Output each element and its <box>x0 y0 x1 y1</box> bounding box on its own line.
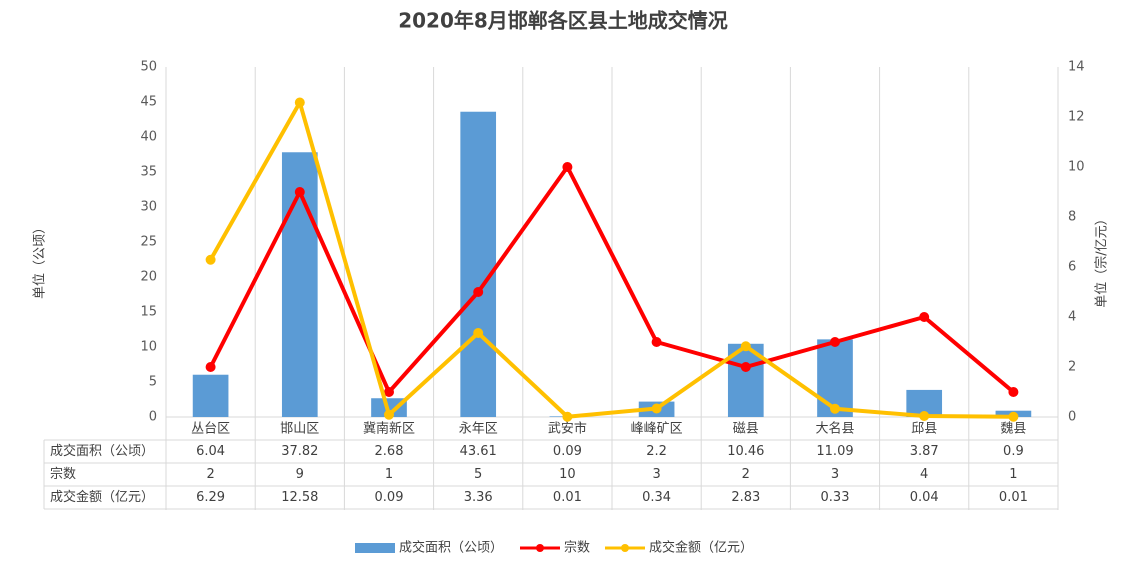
table-cell: 3 <box>831 467 839 482</box>
table-cell: 0.09 <box>375 490 404 505</box>
y-tick-label: 10 <box>140 340 157 355</box>
table-cell: 4 <box>920 467 928 482</box>
table-cell: 2.83 <box>731 490 760 505</box>
bar <box>192 374 229 417</box>
marker <box>1008 411 1019 422</box>
table-cell: 0.01 <box>553 490 582 505</box>
marker <box>651 337 662 347</box>
table-cell: 0.34 <box>642 490 671 505</box>
table-cell: 0.04 <box>910 490 939 505</box>
y-tick-label: 0 <box>149 410 157 425</box>
x-tick-label: 冀南新区 <box>363 421 415 437</box>
table-cell: 3.36 <box>464 490 493 505</box>
marker <box>205 254 216 265</box>
marker <box>919 411 930 421</box>
x-tick-label: 峰峰矿区 <box>631 422 683 437</box>
table-cell: 1 <box>1009 467 1017 482</box>
legend-swatch <box>536 544 544 552</box>
marker <box>919 312 930 322</box>
marker <box>205 362 216 372</box>
table-cell: 12.58 <box>281 490 318 505</box>
legend-label: 宗数 <box>564 540 590 556</box>
y2-tick-label: 0 <box>1068 410 1076 425</box>
x-tick-label: 丛台区 <box>191 422 230 437</box>
table-cell: 3 <box>652 467 660 482</box>
legend-swatch <box>355 543 395 553</box>
table-cell: 10.46 <box>727 444 764 459</box>
marker <box>740 362 751 372</box>
y-tick-label: 45 <box>140 95 157 110</box>
chart-title: 2020年8月邯郸各区县土地成交情况 <box>398 9 728 33</box>
x-tick-label: 邱县 <box>911 422 937 437</box>
marker <box>294 187 305 197</box>
table-cell: 0.09 <box>553 444 582 459</box>
table-cell: 11.09 <box>816 444 853 459</box>
table-cell: 37.82 <box>281 444 318 459</box>
marker <box>651 403 662 414</box>
legend-label: 成交金额（亿元） <box>649 540 753 556</box>
x-tick-label: 魏县 <box>1000 422 1026 437</box>
marker <box>562 411 573 422</box>
table-cell: 0.33 <box>821 490 850 505</box>
table-cell: 6.04 <box>196 444 225 459</box>
marker <box>473 287 484 297</box>
table-cell: 43.61 <box>460 444 497 459</box>
y-tick-label: 25 <box>140 235 157 250</box>
y2-tick-label: 4 <box>1068 310 1076 325</box>
table-cell: 0.9 <box>1003 444 1024 459</box>
y-tick-label: 50 <box>140 60 157 75</box>
table-row-label: 成交金额（亿元） <box>50 489 154 505</box>
y-tick-label: 20 <box>140 270 157 285</box>
table-cell: 2 <box>206 467 214 482</box>
line <box>208 165 1015 394</box>
table-cell: 6.29 <box>196 490 225 505</box>
x-tick-label: 武安市 <box>548 421 587 437</box>
table-cell: 1 <box>385 467 393 482</box>
table-cell: 10 <box>559 467 576 482</box>
y-axis-label: 单位（公顷） <box>33 221 48 299</box>
y2-tick-label: 6 <box>1068 260 1076 275</box>
table-row-label: 宗数 <box>50 466 76 482</box>
table-cell: 5 <box>474 467 482 482</box>
bar <box>460 111 497 417</box>
y-tick-label: 30 <box>140 200 157 215</box>
marker <box>830 337 840 347</box>
legend-label: 成交面积（公顷） <box>399 540 503 556</box>
y-tick-label: 15 <box>140 305 157 320</box>
marker <box>830 403 840 414</box>
marker <box>384 409 394 420</box>
table-cell: 2.68 <box>375 444 404 459</box>
y2-axis-label: 单位（宗/亿元） <box>1094 212 1110 307</box>
y-tick-label: 5 <box>149 375 157 390</box>
x-tick-label: 邯山区 <box>280 422 319 437</box>
y2-tick-label: 10 <box>1068 160 1085 175</box>
table-row-label: 成交面积（公顷） <box>50 443 154 459</box>
table-cell: 9 <box>296 467 304 482</box>
marker <box>294 97 305 108</box>
x-tick-label: 磁县 <box>733 422 759 437</box>
y2-tick-label: 12 <box>1068 110 1085 125</box>
y-tick-label: 40 <box>140 130 157 145</box>
legend-swatch <box>621 544 629 552</box>
marker <box>562 162 573 172</box>
table-cell: 0.01 <box>999 490 1028 505</box>
marker <box>740 341 751 352</box>
table-cell: 2.2 <box>646 444 667 459</box>
marker <box>384 387 394 397</box>
table-cell: 3.87 <box>910 444 939 459</box>
y-tick-label: 35 <box>140 165 157 180</box>
y2-tick-label: 2 <box>1068 360 1076 375</box>
line <box>208 100 1014 419</box>
y2-tick-label: 8 <box>1068 210 1076 225</box>
marker <box>473 328 484 338</box>
marker <box>1008 387 1019 397</box>
x-tick-label: 大名县 <box>815 421 854 437</box>
y2-tick-label: 14 <box>1068 60 1085 75</box>
x-tick-label: 永年区 <box>459 422 498 437</box>
table-cell: 2 <box>742 467 750 482</box>
